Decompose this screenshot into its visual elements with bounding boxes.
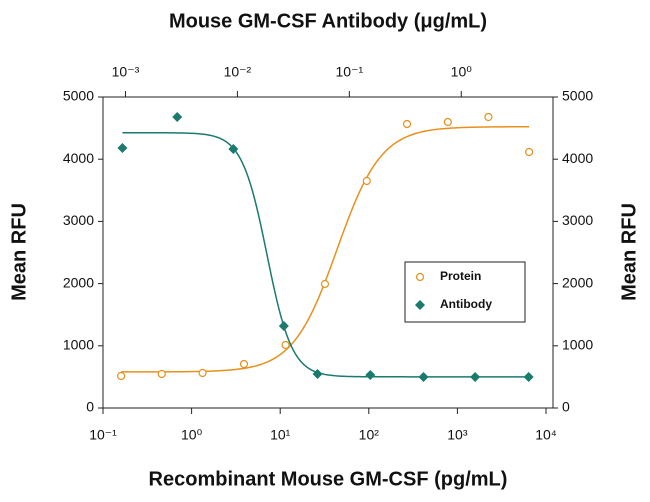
y-tick-label: 2000 [63, 274, 94, 290]
marker [525, 147, 534, 157]
y2-axis-title: Mean RFU [618, 203, 640, 301]
x-tick-label: 10⁴ [535, 427, 557, 443]
x-tick-label: 10¹ [270, 427, 291, 443]
y2-tick-label: 2000 [562, 274, 593, 290]
legend-box [404, 261, 526, 323]
marker [484, 112, 493, 122]
y-tick-label: 1000 [63, 337, 94, 353]
x2-tick-label: 10⁰ [451, 64, 473, 80]
marker [402, 119, 412, 129]
marker [117, 143, 128, 154]
y2-tick-label: 5000 [562, 88, 593, 104]
marker [362, 176, 371, 186]
marker [172, 112, 183, 123]
legend-label: Antibody [440, 297, 492, 311]
marker [470, 372, 481, 383]
marker [523, 372, 534, 383]
marker [239, 359, 249, 369]
plot-frame [102, 96, 554, 409]
x2-tick-label: 10⁻³ [112, 64, 140, 80]
x-axis-title: Recombinant Mouse GM-CSF (pg/mL) [149, 468, 508, 490]
legend-marker [415, 272, 425, 282]
x-tick-label: 10³ [447, 427, 468, 443]
marker [157, 369, 166, 379]
x-tick-label: 10⁻¹ [89, 427, 117, 443]
y-tick-label: 3000 [63, 212, 94, 228]
x2-tick-label: 10⁻¹ [336, 64, 364, 80]
y2-tick-label: 0 [562, 399, 570, 415]
fit-curve [121, 125, 530, 373]
y2-tick-label: 3000 [562, 212, 593, 228]
marker [418, 372, 429, 383]
marker [278, 321, 289, 332]
marker [228, 143, 239, 154]
marker [312, 368, 323, 379]
marker [365, 369, 376, 380]
y-tick-label: 4000 [63, 150, 94, 166]
y2-tick-label: 1000 [562, 337, 593, 353]
legend-marker [415, 300, 425, 310]
x2-tick-label: 10⁻² [224, 64, 252, 80]
marker [281, 340, 290, 350]
y-tick-label: 5000 [63, 88, 94, 104]
marker [116, 371, 126, 381]
top-axis-title: Mouse GM-CSF Antibody (μg/mL) [169, 10, 487, 32]
marker [198, 368, 207, 378]
x-tick-label: 10² [359, 427, 380, 443]
marker [320, 279, 330, 289]
marker [443, 117, 452, 127]
y2-tick-label: 4000 [562, 150, 593, 166]
y-axis-title: Mean RFU [8, 203, 30, 301]
fit-curve [122, 131, 529, 378]
y-tick-label: 0 [86, 399, 94, 415]
x-tick-label: 10⁰ [181, 427, 203, 443]
legend-label: Protein [440, 269, 481, 283]
